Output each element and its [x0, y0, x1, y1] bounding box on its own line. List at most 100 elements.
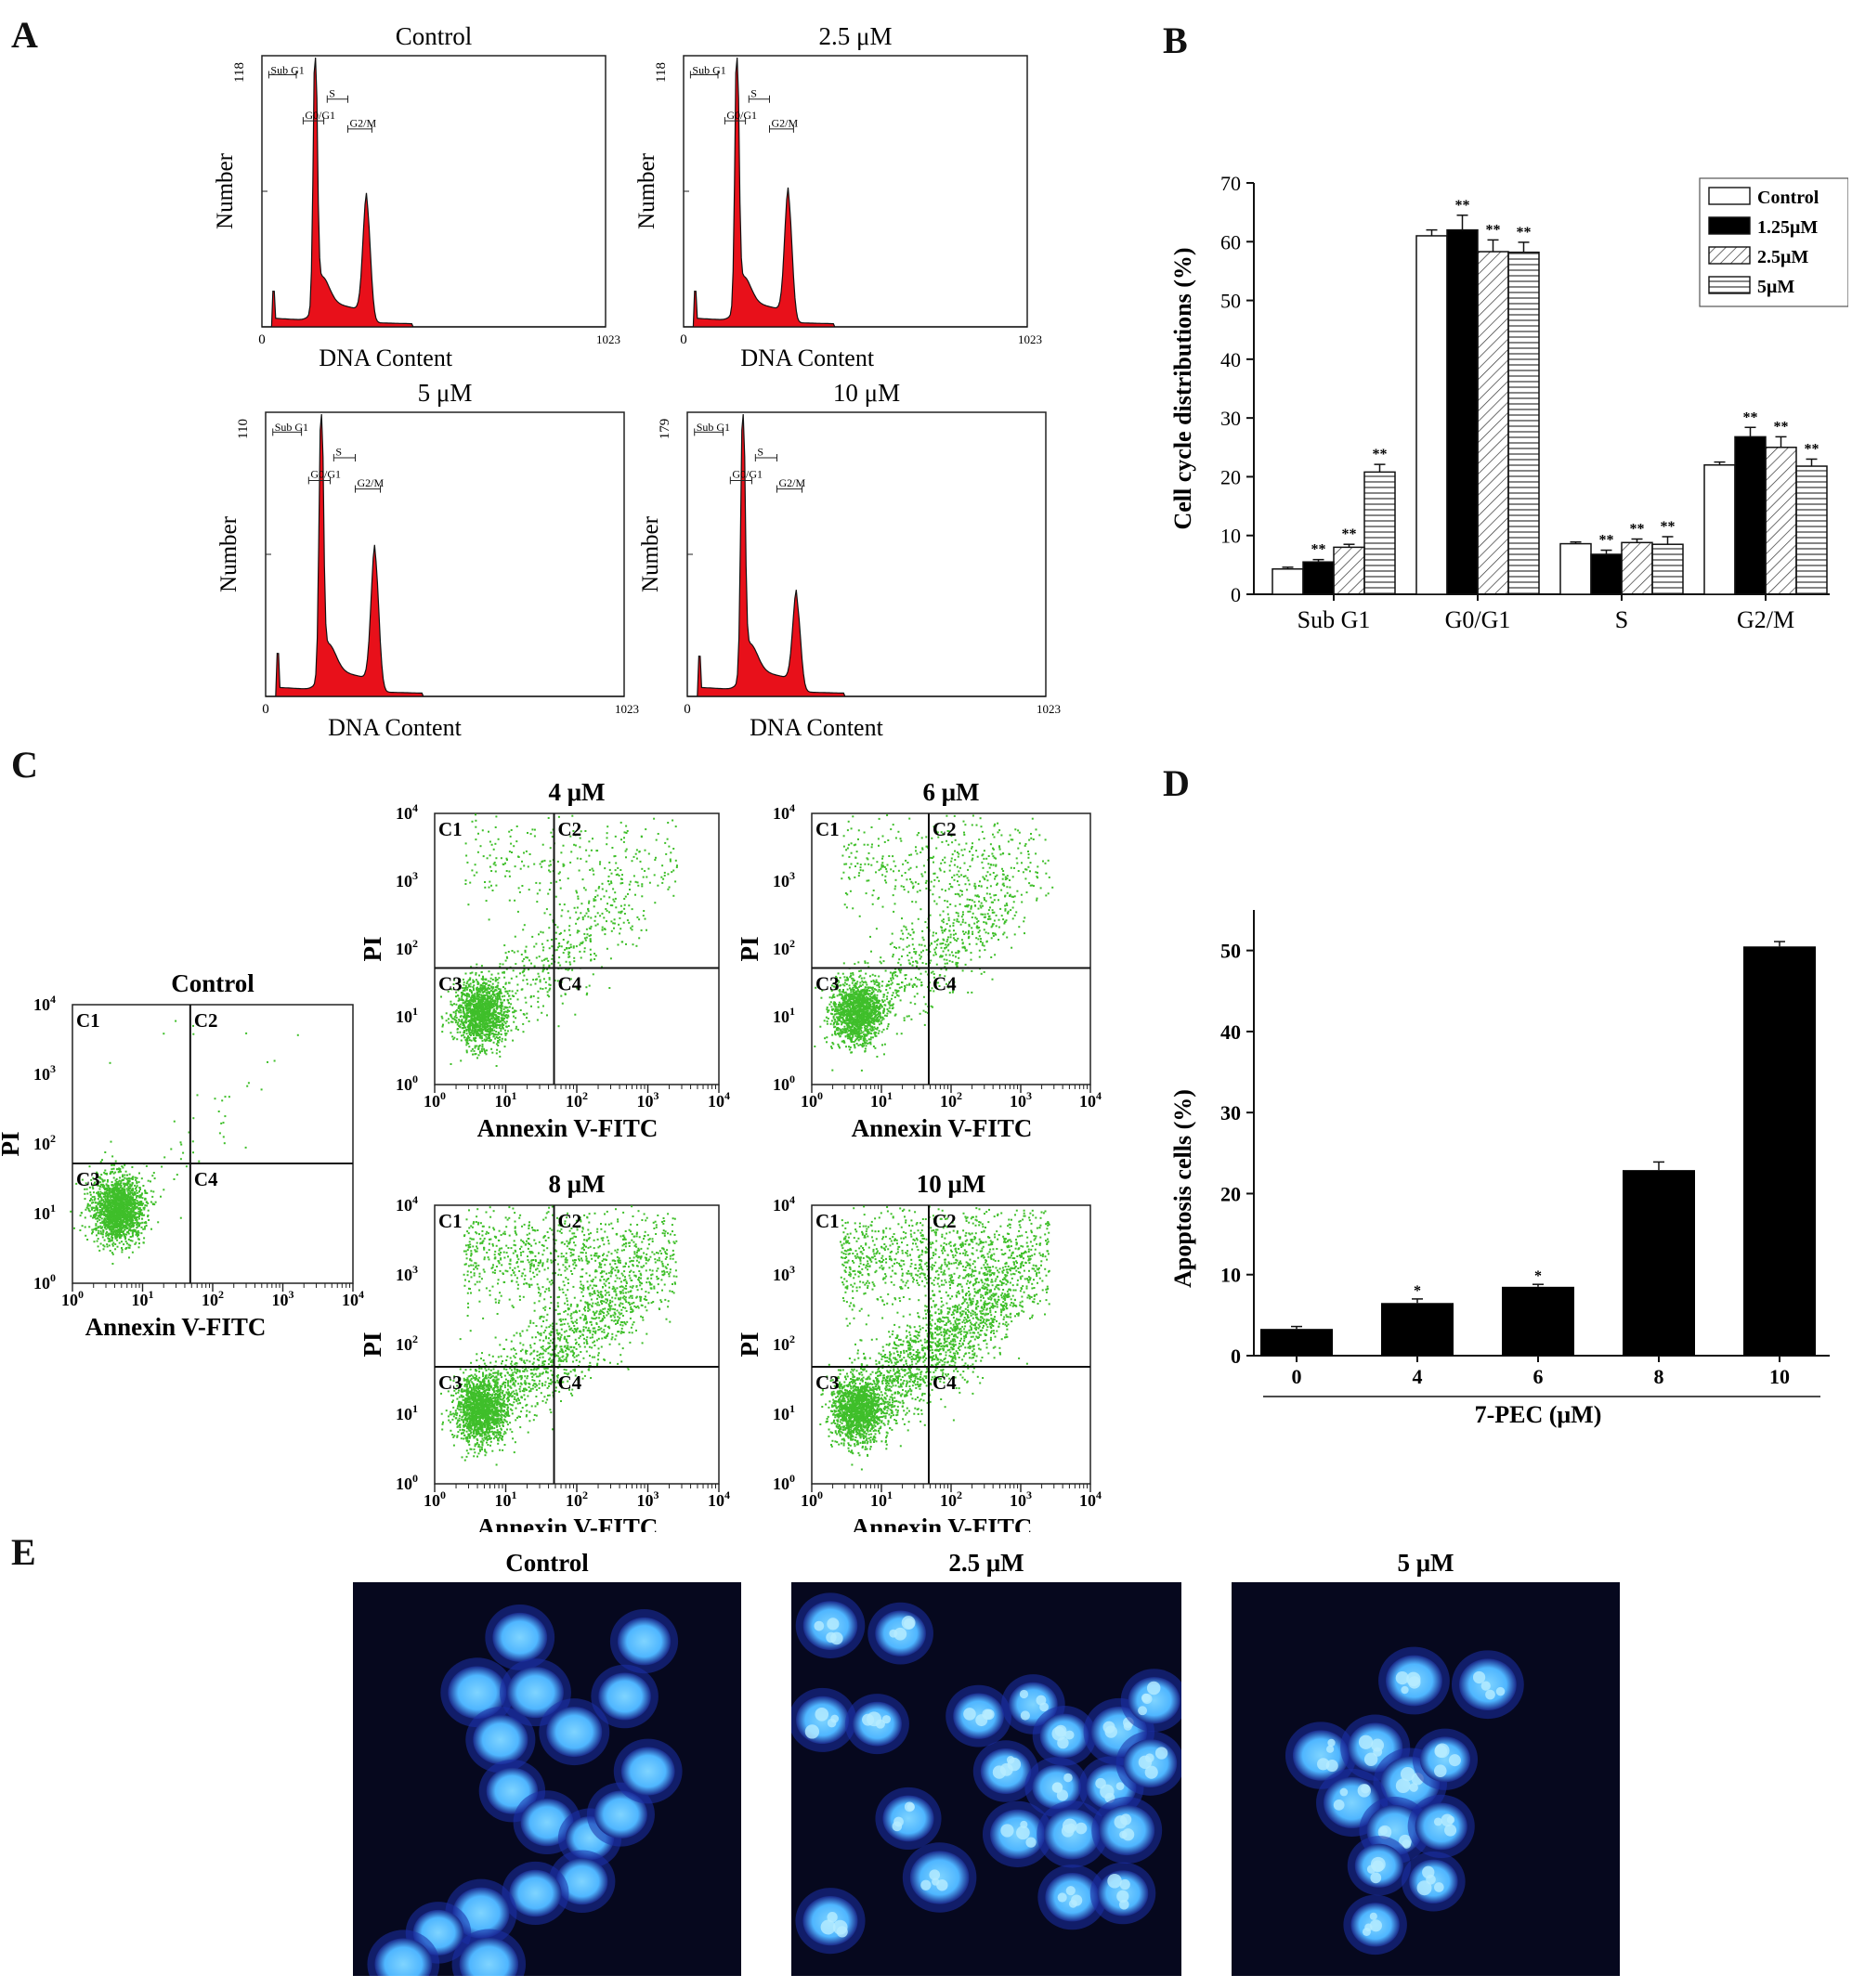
scatter-dot [465, 999, 467, 1001]
scatter-dot [843, 1026, 845, 1028]
scatter-dot [498, 973, 500, 975]
scatter-dot [880, 1020, 882, 1022]
panel-letter-b: B [1163, 19, 1188, 62]
scatter-dot [597, 912, 599, 914]
scatter-dot [129, 1220, 131, 1222]
scatter-dot [526, 946, 528, 948]
scatter-dot [474, 1050, 476, 1052]
scatter-dot [105, 1223, 107, 1225]
scatter-dot [109, 1202, 111, 1203]
scatter-dot [120, 1196, 122, 1198]
scatter-dot [579, 870, 580, 872]
scatter-dot [102, 1231, 104, 1233]
scatter-dot [636, 849, 638, 851]
bar-Control [1416, 236, 1447, 594]
scatter-dot [471, 972, 473, 974]
scatter-dot [137, 1185, 138, 1187]
scatter-dot [481, 987, 483, 989]
scatter-dot [128, 1197, 130, 1199]
scatter-dot [523, 1031, 525, 1033]
scatter-dot [136, 1221, 137, 1223]
scatter-dot [486, 1038, 488, 1040]
scatter-dot [598, 886, 600, 888]
significance-mark: ** [1486, 222, 1501, 238]
scatter-dot [475, 820, 476, 822]
scatter-dot [96, 1205, 98, 1207]
scatter-dot [667, 822, 669, 824]
scatter-dot [107, 1208, 109, 1210]
scatter-dot [641, 836, 643, 838]
scatter-dot [494, 1000, 496, 1002]
scatter-dot [886, 1028, 888, 1030]
scatter-dot [103, 1193, 105, 1195]
scatter-dot [135, 1179, 137, 1181]
scatter-dot [90, 1198, 92, 1200]
y-log-tick-label: 100 [33, 1271, 56, 1293]
scatter-dot [504, 876, 506, 877]
scatter-dot [130, 1202, 132, 1204]
scatter-dot [585, 940, 587, 942]
scatter-dot [98, 1219, 100, 1221]
scatter-dot [540, 864, 541, 865]
scatter-dot [542, 1006, 544, 1007]
scatter-dot [160, 1196, 162, 1198]
scatter-dot [655, 857, 657, 859]
scatter-dot [138, 1215, 140, 1217]
scatter-dot [144, 1204, 146, 1206]
scatter-dot [860, 970, 862, 972]
scatter-dot [482, 985, 484, 987]
scatter-dot [595, 925, 597, 927]
scatter-dot [869, 994, 871, 995]
scatter-dot [524, 969, 526, 971]
scatter-dot [592, 868, 593, 870]
scatter-dot [107, 1179, 109, 1181]
scatter-dot [637, 881, 639, 883]
scatter-dot [615, 869, 617, 871]
scatter-dot [498, 1024, 500, 1026]
scatter-dot [482, 1007, 484, 1009]
flow-plot-ylabel: PI [359, 937, 386, 962]
histogram-ylabel: Number [216, 515, 241, 592]
scatter-dot [551, 963, 553, 965]
scatter-dot [484, 985, 486, 987]
scatter-dot [632, 860, 633, 862]
scatter-dot [831, 1020, 833, 1021]
scatter-dot [573, 844, 575, 846]
scatter-dot [98, 1193, 100, 1195]
scatter-dot [830, 1006, 832, 1007]
scatter-dot [108, 1226, 110, 1228]
scatter-dot [450, 1032, 451, 1033]
scatter-dot [583, 933, 585, 935]
scatter-dot [125, 1219, 127, 1221]
scatter-dot [511, 829, 513, 831]
scatter-dot [91, 1202, 93, 1204]
scatter-dot [843, 962, 845, 964]
scatter-dot [97, 1241, 98, 1242]
scatter-dot [619, 932, 620, 934]
scatter-dot [561, 945, 563, 947]
scatter-dot [495, 1026, 497, 1028]
scatter-dot [860, 1030, 862, 1032]
scatter-dot [118, 1218, 120, 1220]
scatter-dot [221, 1099, 223, 1101]
scatter-dot [536, 957, 538, 959]
scatter-dot [535, 983, 537, 985]
scatter-dot [599, 861, 601, 863]
scatter-dot [550, 847, 552, 849]
scatter-dot [614, 918, 616, 920]
scatter-dot [186, 1165, 188, 1167]
bar-5μM [1652, 544, 1683, 594]
scatter-dot [510, 1003, 512, 1005]
scatter-dot [131, 1207, 133, 1209]
scatter-dot [507, 999, 509, 1001]
scatter-dot [549, 947, 551, 949]
scatter-dot [534, 966, 536, 968]
scatter-dot [100, 1243, 102, 1245]
scatter-dot [495, 1031, 497, 1033]
scatter-dot [611, 904, 613, 906]
scatter-dot [513, 845, 515, 847]
scatter-dot [148, 1180, 150, 1182]
scatter-dot [125, 1171, 127, 1173]
scatter-dot [493, 1042, 495, 1044]
scatter-dot [139, 1189, 141, 1190]
